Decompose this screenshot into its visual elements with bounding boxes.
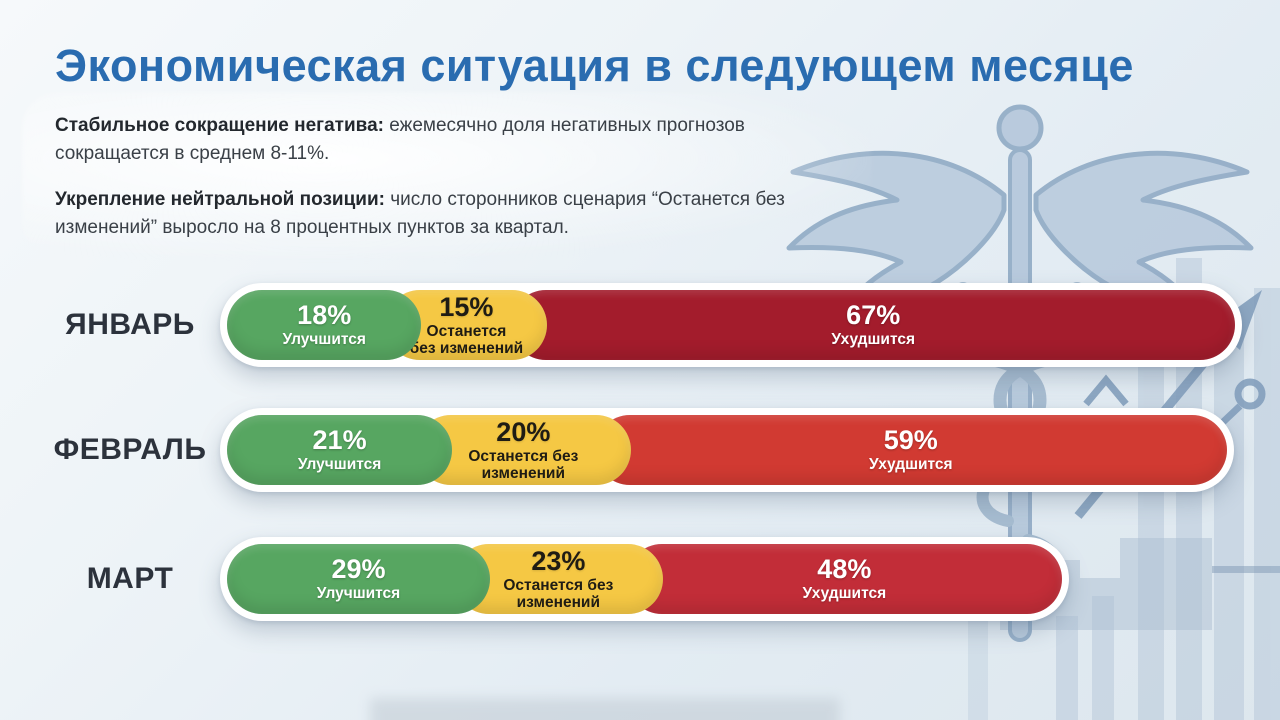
segment-label: Ухудшится [831,331,916,349]
segment-label: Улучшится [297,456,382,474]
bottom-shadow-decor [370,698,840,720]
bar-row-march: МАРТ 29% Улучшится 23% Останется без изм… [40,537,1069,621]
segment-percent: 23% [531,545,586,576]
bar-segment-worsen: 59% Ухудшится [594,415,1228,485]
segment-percent: 15% [439,291,494,322]
insight-lead: Укрепление нейтральной позиции: [55,189,385,211]
month-label: МАРТ [86,562,174,595]
segment-label: Улучшится [316,585,401,603]
segment-label: Улучшится [282,331,366,349]
bar-segment-unchanged: 23% Останется без изменений [454,544,663,614]
bar-segment-worsen: 67% Ухудшится [511,290,1235,360]
month-label: ФЕВРАЛЬ [53,433,207,466]
segment-label: Ухудшится [868,456,953,474]
stacked-bar: 29% Улучшится 23% Останется без изменени… [220,537,1069,621]
bar-row-february: ФЕВРАЛЬ 21% Улучшится 20% Останется без … [40,408,1234,492]
bar-segment-improve: 18% Улучшится [227,290,422,360]
insights-block: Стабильное сокращение негатива: ежемесяч… [55,112,855,260]
bar-segment-improve: 29% Улучшится [227,544,491,614]
stacked-bar: 18% Улучшится 15% Останется без изменени… [220,283,1242,367]
header-highlight-panel [22,92,872,260]
page-title: Экономическая ситуация в следующем месяц… [55,40,1134,91]
segment-label: Останется без изменений [409,322,524,357]
insight-negativity-decline: Стабильное сокращение негатива: ежемесяч… [55,112,855,168]
insight-text: ежемесячно доля негативных прогнозов сок… [55,115,745,165]
bar-segment-improve: 21% Улучшится [227,415,453,485]
insight-neutral-growth: Укрепление нейтральной позиции: число ст… [55,186,855,242]
segment-percent: 18% [297,300,352,331]
segment-percent: 59% [883,425,938,456]
insight-lead: Стабильное сокращение негатива: [55,115,384,136]
segment-percent: 20% [496,416,551,447]
segment-percent: 67% [846,300,901,331]
segment-percent: 29% [331,554,386,585]
stacked-bar: 21% Улучшится 20% Останется без изменени… [220,408,1234,492]
segment-label: Останется без изменений [503,576,614,611]
month-label: ЯНВАРЬ [65,308,195,341]
bar-row-january: ЯНВАРЬ 18% Улучшится 15% Останется без и… [40,283,1242,367]
bar-segment-worsen: 48% Ухудшится [626,544,1062,614]
insight-text: число сторонников сценария “Останется бе… [55,189,785,239]
segment-percent: 48% [817,554,872,585]
segment-label: Ухудшится [802,585,887,603]
segment-label: Останется без изменений [468,447,579,482]
segment-percent: 21% [312,425,367,456]
